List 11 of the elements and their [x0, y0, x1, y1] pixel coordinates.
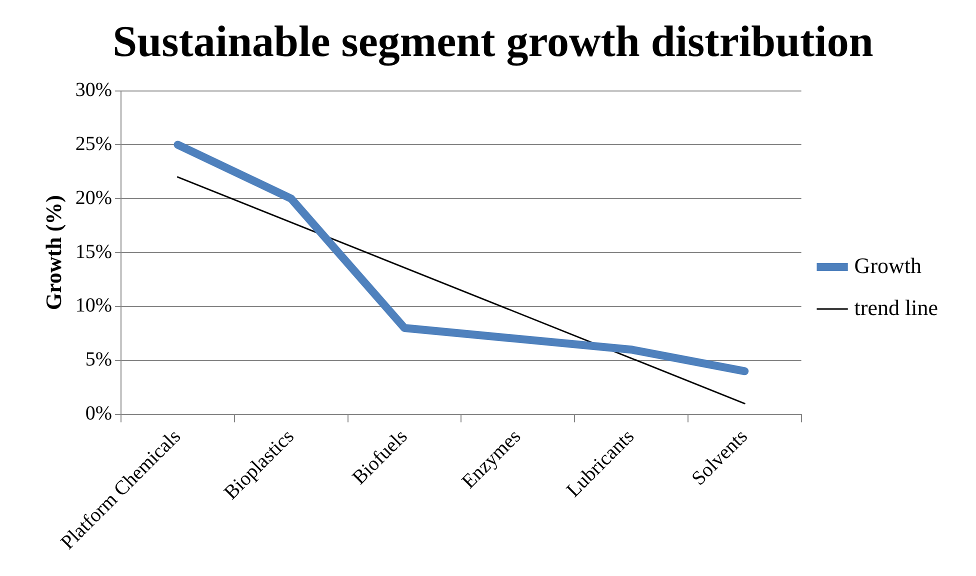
y-tick-label: 10%	[75, 294, 112, 317]
y-tick-label: 20%	[75, 186, 112, 209]
y-tick-label: 15%	[75, 240, 112, 263]
y-tick-label: 5%	[85, 348, 112, 371]
chart-title: Sustainable segment growth distribution	[112, 16, 874, 66]
y-tick-label: 0%	[85, 402, 112, 425]
y-tick-label: 25%	[75, 132, 112, 155]
legend-label: trend line	[854, 294, 938, 320]
y-axis-title: Growth (%)	[40, 195, 66, 310]
legend-label: Growth	[854, 252, 922, 278]
y-tick-label: 30%	[75, 79, 112, 102]
